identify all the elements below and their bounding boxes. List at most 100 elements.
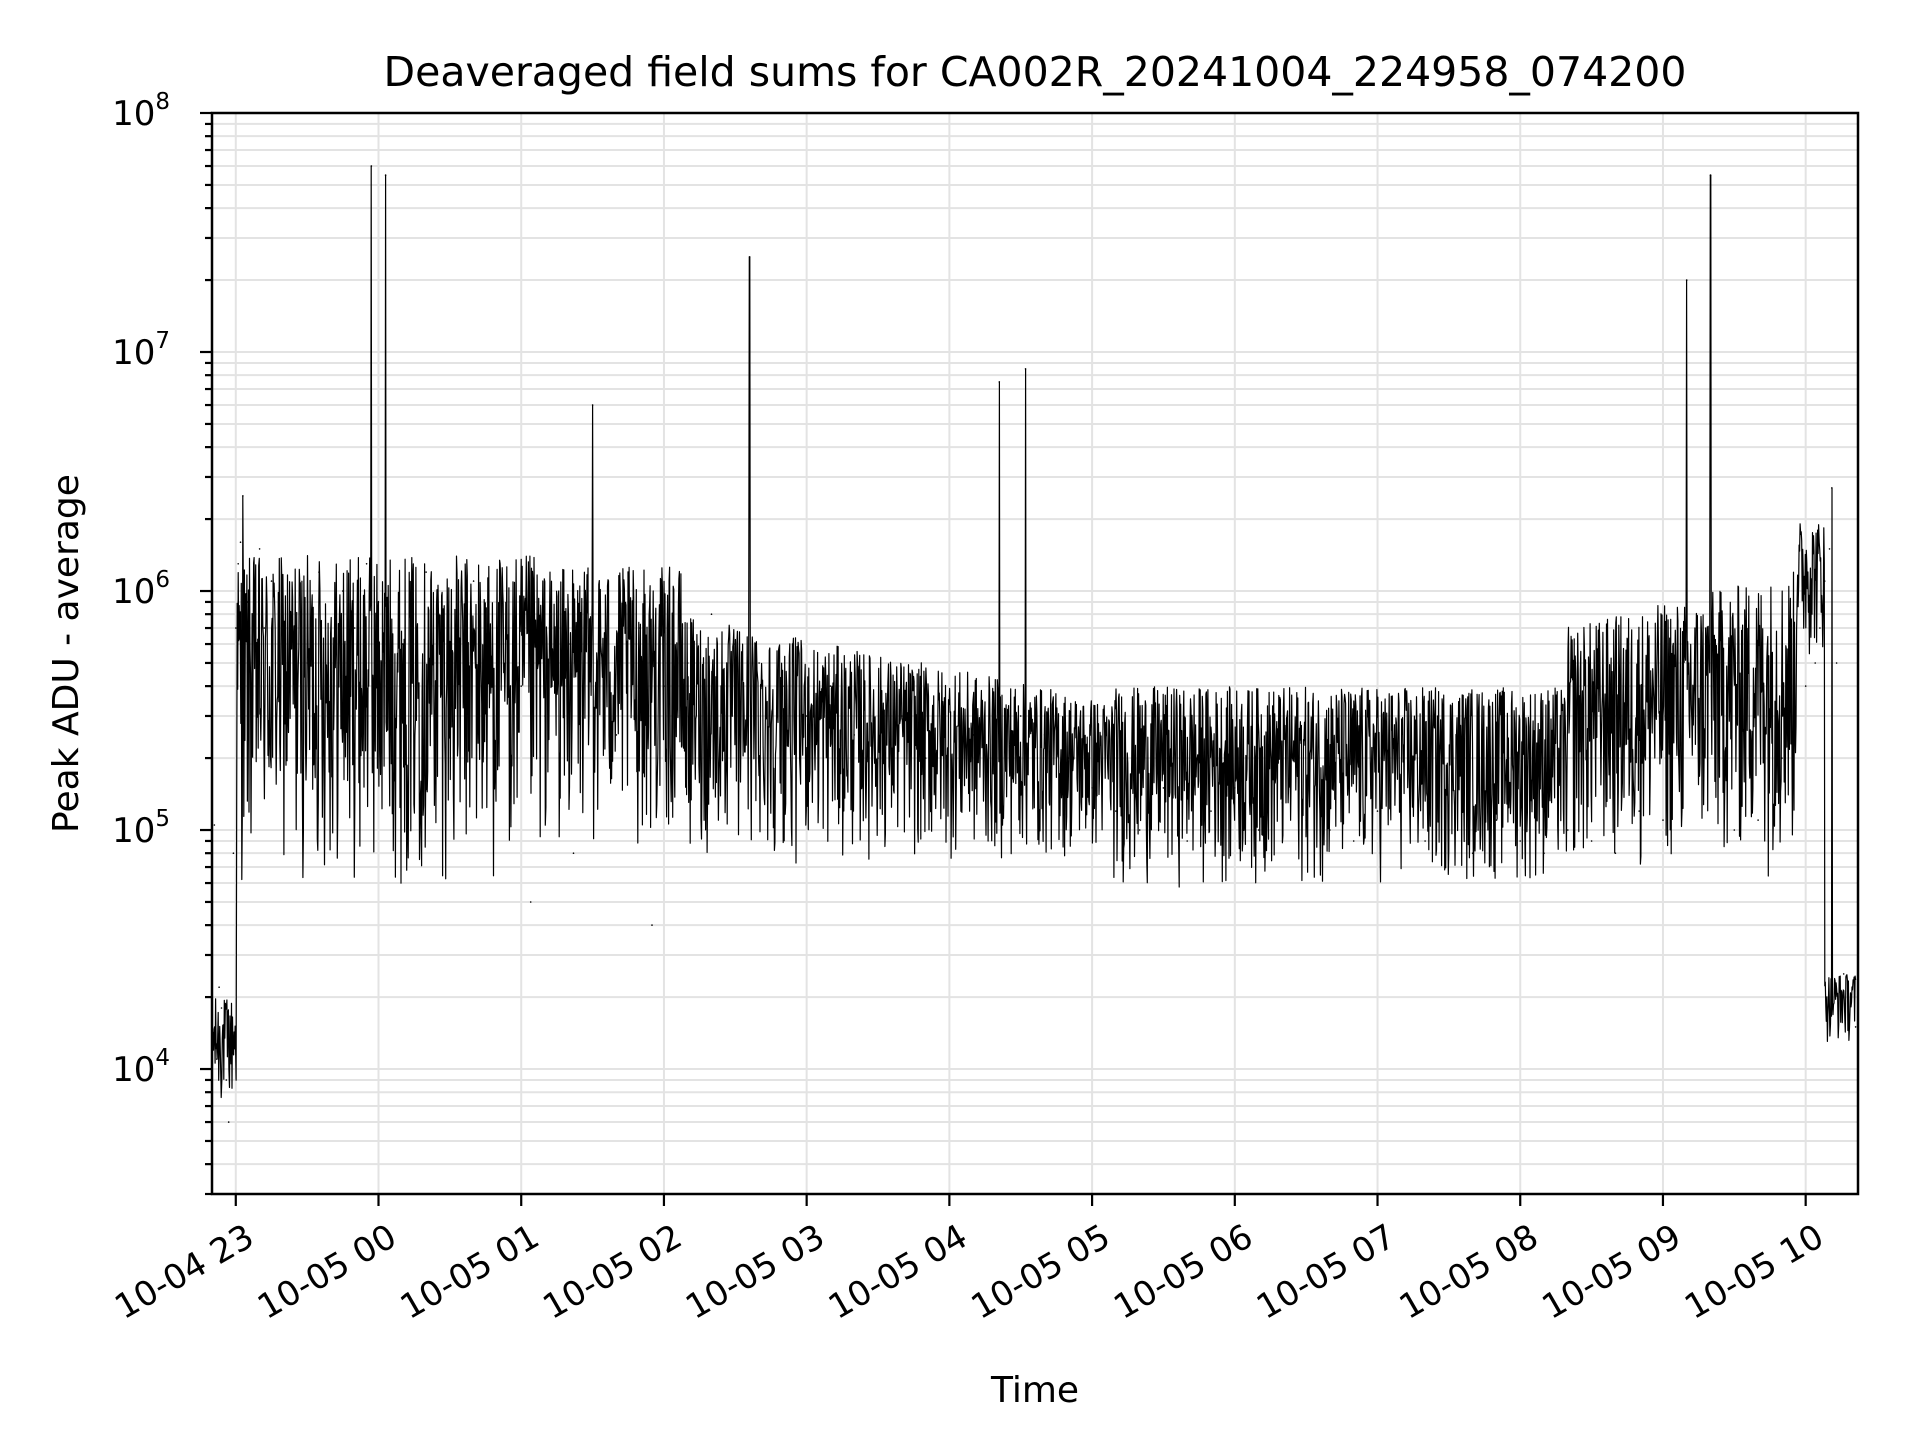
- data-point: [1823, 580, 1826, 582]
- y-tick-label: 107: [112, 328, 170, 373]
- data-point: [449, 662, 451, 664]
- data-point: [496, 627, 499, 629]
- data-point: [1543, 852, 1545, 854]
- data-point: [639, 627, 641, 629]
- data-point: [239, 541, 242, 543]
- data-point: [365, 563, 368, 565]
- data-point: [318, 571, 320, 573]
- data-point: [1519, 840, 1521, 842]
- data-point: [1257, 829, 1260, 831]
- data-point: [237, 563, 239, 565]
- data-point: [948, 699, 951, 701]
- data-point: [1828, 548, 1831, 550]
- data-point: [1424, 840, 1426, 842]
- data-point: [218, 986, 220, 988]
- chart-title: Deaveraged field sums for CA002R_2024100…: [384, 48, 1687, 96]
- data-point: [370, 165, 373, 167]
- data-point: [1162, 787, 1165, 789]
- data-point: [615, 734, 618, 736]
- data-point: [1471, 852, 1474, 854]
- data-point: [1804, 685, 1807, 687]
- data-point: [353, 627, 356, 629]
- data-point: [270, 580, 273, 582]
- y-tick-label: 104: [112, 1045, 170, 1090]
- data-point: [591, 404, 594, 406]
- data-point: [1850, 996, 1852, 998]
- series-layer: [211, 165, 1857, 1123]
- data-point: [710, 613, 713, 615]
- y-axis: 104 105 106 107 108: [112, 89, 212, 1196]
- data-point: [1590, 840, 1593, 842]
- data-point: [520, 685, 522, 687]
- data-point: [306, 662, 308, 664]
- data-point: [1067, 757, 1070, 759]
- data-point: [1115, 810, 1117, 812]
- data-point: [246, 601, 249, 603]
- data-point: [1495, 819, 1498, 821]
- data-point: [686, 662, 689, 664]
- data-point: [782, 685, 784, 687]
- data-point: [1567, 829, 1569, 831]
- data-point: [1305, 819, 1307, 821]
- data-point: [227, 1121, 230, 1123]
- data-point: [242, 495, 244, 497]
- data-point: [529, 901, 532, 903]
- data-point: [223, 1026, 225, 1028]
- data-point: [254, 613, 256, 615]
- data-point: [1448, 829, 1450, 831]
- data-point: [544, 715, 546, 717]
- data-point: [1733, 829, 1736, 831]
- data-point: [1043, 734, 1046, 736]
- data-point: [572, 852, 575, 854]
- y-axis-label: Peak ADU - average: [46, 474, 87, 833]
- data-point: [1352, 840, 1355, 842]
- data-point: [805, 715, 808, 717]
- data-point: [1831, 487, 1833, 489]
- y-tick-label: 106: [112, 567, 170, 612]
- data-point: [734, 643, 737, 645]
- data-point: [232, 852, 235, 854]
- y-tick-label: 105: [112, 806, 170, 851]
- data-point: [401, 643, 404, 645]
- data-point: [1757, 819, 1759, 821]
- data-point: [568, 643, 570, 645]
- data-point: [330, 685, 332, 687]
- data-point: [263, 627, 266, 629]
- data-point: [663, 685, 665, 687]
- data-point: [1638, 810, 1640, 812]
- data-point: [472, 580, 475, 582]
- data-point: [1024, 368, 1027, 370]
- data-point: [384, 174, 387, 176]
- data-point: [1662, 819, 1664, 821]
- data-point: [425, 571, 427, 573]
- data-point: [901, 715, 903, 717]
- plot-frame: [210, 111, 1860, 1196]
- data-point: [230, 1026, 232, 1028]
- data-point: [748, 256, 751, 258]
- data-point: [220, 1007, 223, 1009]
- data-point: [1376, 810, 1379, 812]
- data-point: [1781, 757, 1783, 759]
- data-point: [1019, 715, 1022, 717]
- data-point: [1234, 787, 1236, 789]
- data-point: [651, 924, 653, 926]
- x-axis-label: Time: [990, 1370, 1079, 1411]
- data-point: [758, 662, 760, 664]
- data-point: [589, 662, 591, 664]
- data-point: [1186, 840, 1188, 842]
- data-point: [1210, 810, 1212, 812]
- data-point: [924, 757, 927, 759]
- data-point: [342, 590, 344, 592]
- data-point: [829, 685, 832, 687]
- data-point: [1329, 829, 1331, 831]
- data-point: [1400, 829, 1403, 831]
- data-point: [225, 1079, 228, 1081]
- data-point: [1138, 829, 1141, 831]
- series-line: [211, 165, 1857, 1099]
- data-point: [972, 734, 974, 736]
- data-point: [877, 757, 879, 759]
- data-point: [853, 734, 855, 736]
- data-point: [1814, 662, 1816, 664]
- data-point: [213, 824, 216, 826]
